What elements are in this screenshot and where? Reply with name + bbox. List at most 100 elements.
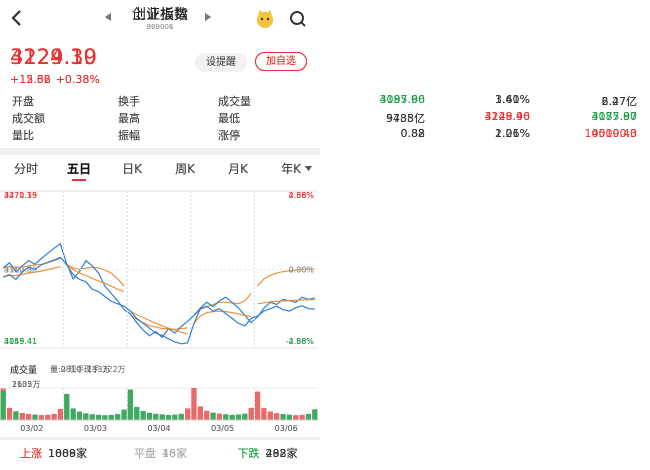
volume-bar [267,411,273,420]
breadth-label: 平盘 [134,447,156,460]
volume-bar [51,413,57,420]
average-line [193,310,252,324]
price-change: +12.36 +0.38% [10,73,100,86]
chart-tab[interactable]: 周K [175,162,195,176]
volume-bar [153,413,159,420]
volume-title: 成交量 [10,366,38,376]
volume-bar [6,407,13,420]
change-value: +15.62 [10,73,51,86]
date-label: 03/05 [211,424,234,433]
alert-label: 设提醒 [206,57,236,68]
stat-value: 4085.90 [379,93,426,106]
volume-bar [216,413,222,420]
back-button[interactable] [8,8,26,28]
stat-value: 9788亿 [386,112,425,125]
average-line [66,264,125,293]
alert-button[interactable]: 设提醒 [195,53,247,72]
volume-chart: 1102万 03/02 03/03 03/04 03/05 03/06 [0,380,318,433]
breadth-count: 16家 [162,447,187,460]
volume-tick-label: 2635万 [12,380,40,389]
stat-label: 量比 [12,129,34,142]
chart-tab[interactable]: 分时 [13,162,38,176]
volume-bar [134,406,140,420]
stat-label: 成交额 [12,112,45,125]
volume-bar [32,414,38,420]
tab-dropdown[interactable] [305,166,313,172]
breadth-label: 平盘 [134,447,156,460]
volume-bar [248,407,254,420]
stat-value: 3177.87 [591,110,638,123]
stat-label: 开盘 [12,95,34,108]
search-button[interactable] [288,9,308,29]
stat-label: 成交额 [12,112,45,125]
chart-tab[interactable]: 五日 [66,162,91,176]
chart-tab[interactable]: 年K [281,162,301,176]
prev-index[interactable] [104,12,112,22]
volume-bar [178,413,184,420]
stat-label: 振幅 [118,129,140,142]
change-value: +12.36 [10,73,51,86]
chart-tab[interactable]: 分时 [13,162,38,176]
volume-bar [299,414,305,420]
chart-tab[interactable]: 月K [228,162,248,176]
index-title: 创业板指 [132,7,188,23]
separator [0,148,320,155]
watch-button[interactable]: 加自选 [255,52,307,71]
last-price: 4124.19 [10,45,97,69]
volume-bar [229,414,235,420]
stat-value: 1.41% [495,93,530,106]
breadth-count: 492家 [265,447,298,460]
chart-tab[interactable]: 月K [228,162,248,176]
chart-tab[interactable]: 年K [281,162,301,176]
average-line [193,293,252,316]
five-day-chart: 3471.19 3310.3 3149.41 4.86% 0.00% -4.86% [0,190,318,349]
volume-bar [70,408,76,420]
market-breadth: 下跌 492家 [214,445,321,461]
index-code: 000001 [146,23,174,31]
last-price: 3229.30 [10,45,97,69]
stat-value: 3.60% [495,93,530,106]
stat-label: 最低 [218,112,240,125]
stat-value: 2.21% [495,127,530,140]
index-code: 399006 [146,23,174,31]
stat-label: 最低 [218,112,240,125]
price-change: +15.62 +0.38% [10,73,100,86]
volume-bar [185,408,191,420]
volume-info: 量:0 现手:133万 [50,365,111,374]
volume-bar [255,391,261,420]
volume-title: 成交量 [10,366,38,376]
price-line [2,256,315,345]
volume-bar [0,390,6,420]
mascot-icon[interactable] [254,8,276,30]
stat-value: 4519.43 [591,127,638,140]
y-tick-label: 4055.41 [4,337,37,346]
volume-bar [280,414,286,420]
volume-bar [64,393,70,420]
stat-label: 涨停 [218,129,240,142]
volume-bar [89,414,95,420]
chart-tab[interactable]: 日K [122,162,142,176]
next-index[interactable] [204,12,212,22]
chart-tab[interactable]: 日K [122,162,142,176]
breadth-label: 下跌 [237,447,260,460]
volume-bar [38,415,44,420]
y-tick-label: 4270.35 [4,191,37,200]
index-title: 上证指数 [132,7,188,23]
date-label: 03/06 [275,424,298,433]
y-tick-label: 3310.3 [4,266,32,275]
date-label: 03/02 [20,424,43,433]
tab-underline [72,179,86,181]
chart-tab[interactable]: 周K [175,162,195,176]
volume-bar [115,414,121,420]
date-label: 03/03 [84,424,107,433]
volume-bar [102,415,108,420]
stat-value: 4129.46 [484,110,531,123]
stat-label: 振幅 [118,129,140,142]
y2-tick-label: 4.86% [289,191,315,200]
market-breadth: 上涨 1808家 [0,445,107,461]
market-breadth: 平盘 48家 [107,445,214,461]
stat-value: 2.27亿 [601,95,638,108]
stat-value: 5435亿 [386,112,425,125]
stat-value: 3248.90 [484,110,531,123]
chart-tab[interactable]: 五日 [66,162,91,176]
